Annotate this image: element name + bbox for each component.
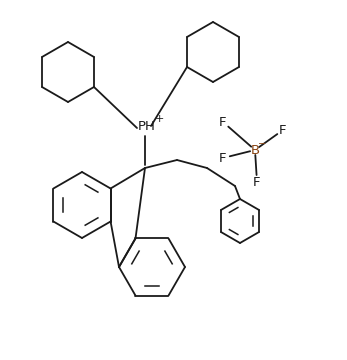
Text: F: F	[253, 176, 261, 189]
Text: F: F	[219, 152, 227, 165]
Text: PH: PH	[138, 120, 156, 132]
Text: +: +	[154, 114, 164, 124]
Text: F: F	[279, 123, 287, 136]
Text: F: F	[219, 116, 227, 129]
Text: −: −	[258, 139, 266, 149]
Text: B: B	[251, 144, 260, 157]
